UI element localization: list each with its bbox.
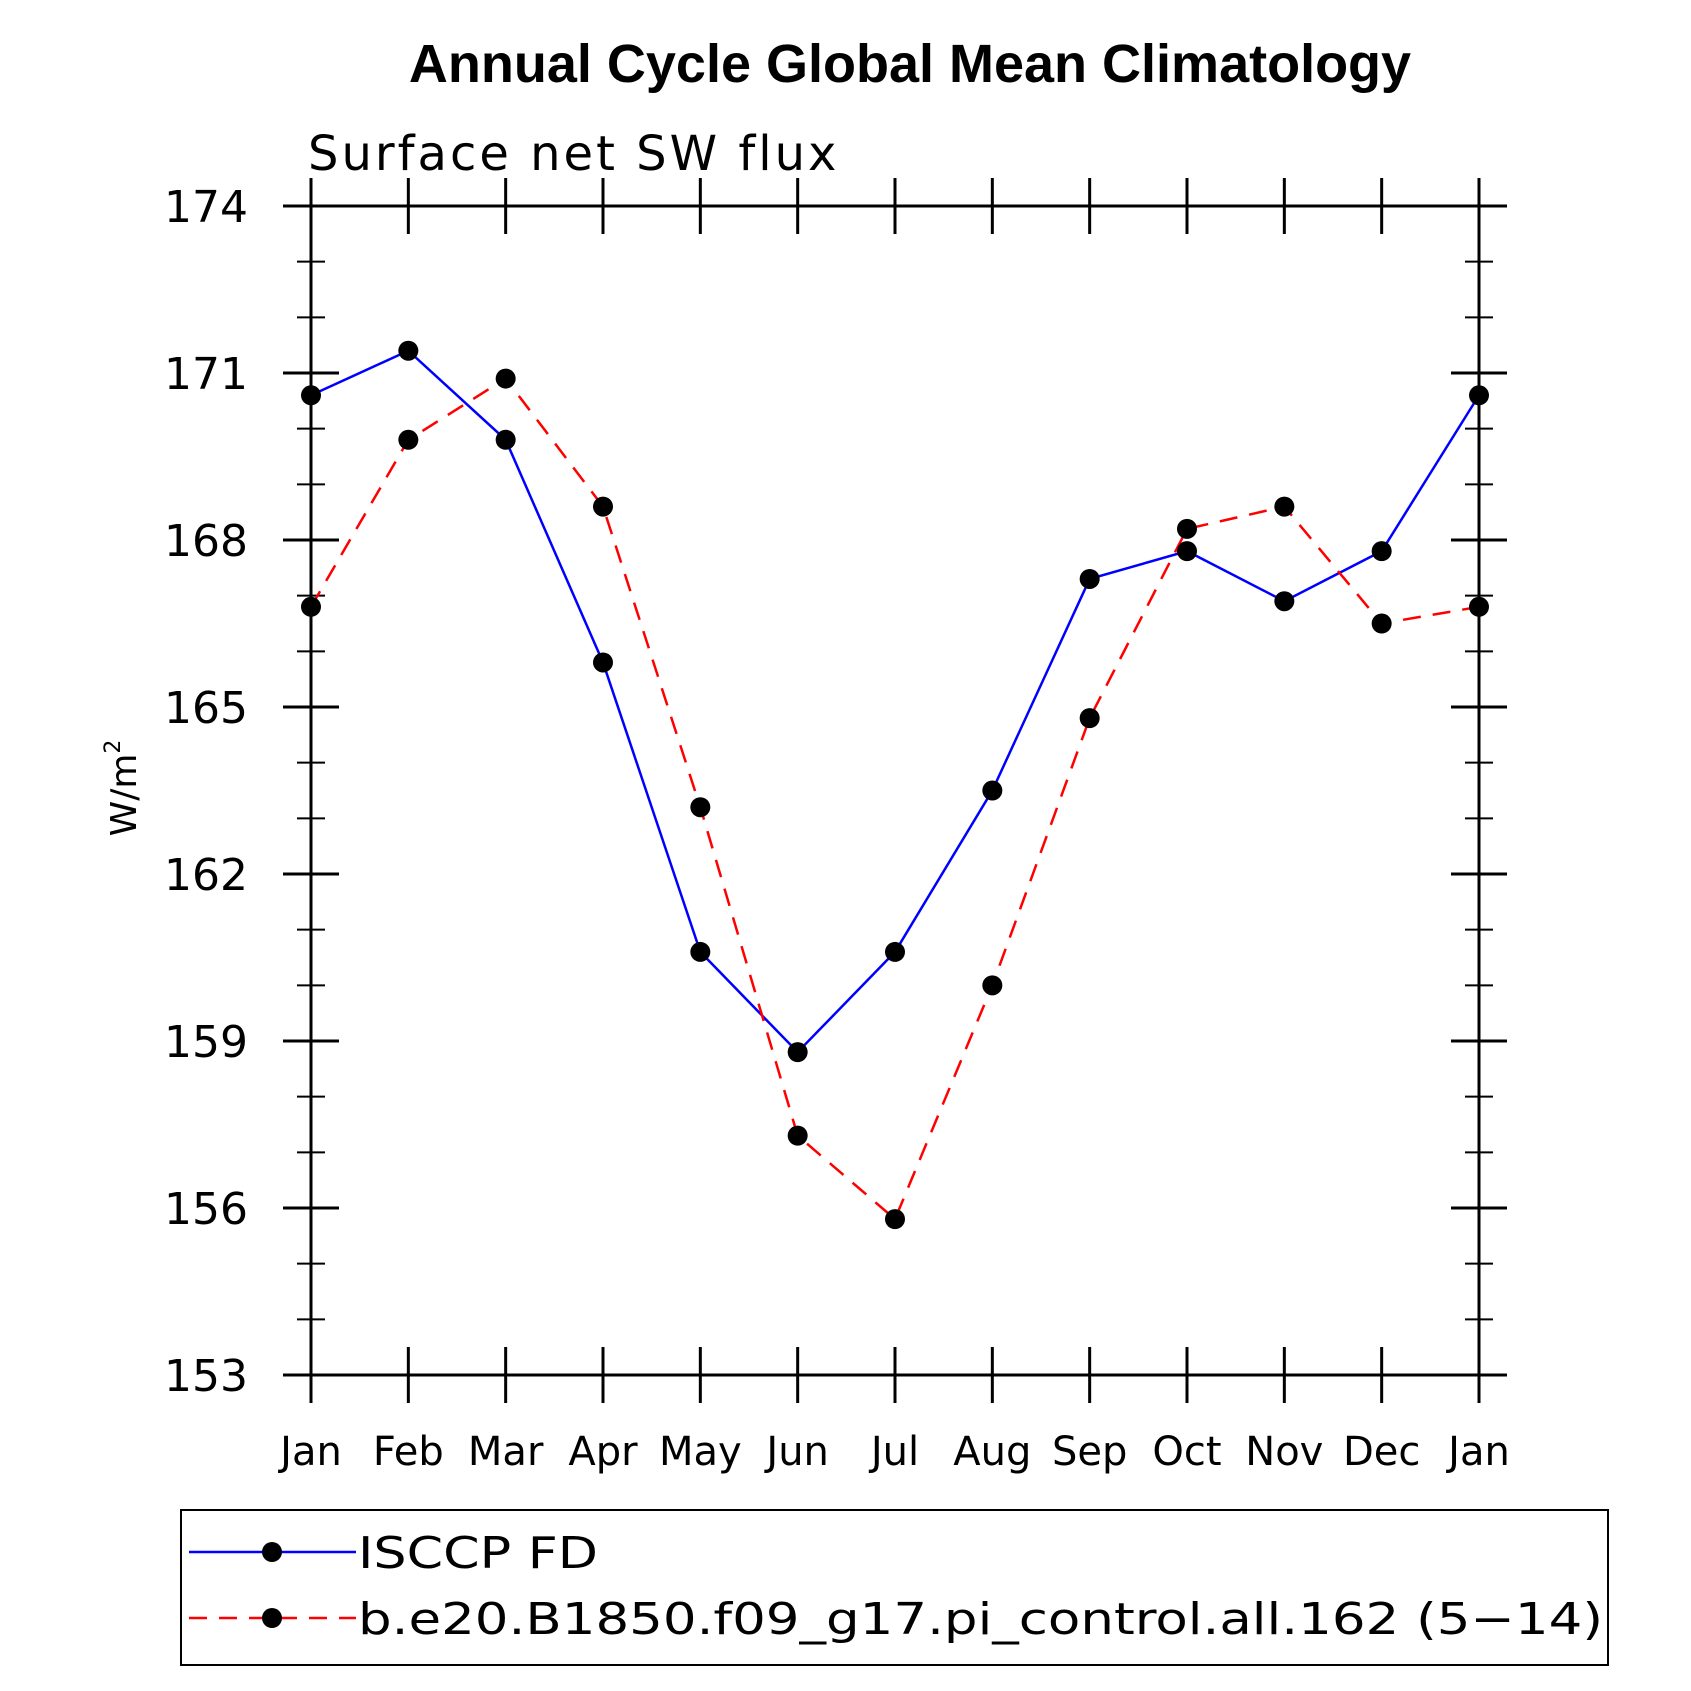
series-1-point <box>982 780 1003 801</box>
series-2-point <box>495 368 516 389</box>
y-tick-label: 159 <box>164 1017 248 1068</box>
axis-ticks <box>283 178 1507 1403</box>
y-tick-label: 162 <box>164 850 248 901</box>
series-1-point <box>1371 541 1392 562</box>
series-2-point <box>301 596 321 617</box>
chart-title: Annual Cycle Global Mean Climatology <box>409 34 1411 94</box>
series-2-point <box>982 975 1003 996</box>
series-1-point <box>1177 541 1197 562</box>
x-tick-label: Mar <box>468 1429 544 1475</box>
legend-box <box>180 1509 1609 1666</box>
x-tick-label: Feb <box>373 1429 444 1475</box>
series-1-point <box>1079 568 1100 589</box>
x-tick-label: Aug <box>953 1429 1031 1475</box>
series-2-point <box>1274 496 1295 517</box>
y-tick-label: 153 <box>164 1351 248 1402</box>
series-2-point <box>787 1125 808 1146</box>
x-tick-label: Apr <box>568 1429 638 1475</box>
x-tick-label: Sep <box>1052 1429 1127 1475</box>
series-1-point <box>593 652 613 673</box>
y-tick-label: 165 <box>164 683 248 734</box>
x-tick-label: Jan <box>1445 1429 1510 1475</box>
series-2-point <box>398 429 419 450</box>
plot-frame <box>309 204 1481 1377</box>
series-1-point <box>1274 591 1295 612</box>
x-tick-label: Oct <box>1152 1429 1221 1475</box>
series-2-point <box>1469 596 1489 617</box>
x-tick-labels: Jan Feb Mar Apr May Jun Jul Aug Sep Oct Nov Dec Jan <box>277 1429 1510 1475</box>
y-tick-labels: 153 156 159 162 165 168 171 174 <box>164 182 248 1402</box>
x-tick-label: Jan <box>277 1429 342 1475</box>
series-line-2 <box>309 376 1480 1222</box>
series-1-point <box>398 340 419 361</box>
series-1-point <box>495 429 516 450</box>
series-1-point <box>301 385 321 406</box>
y-axis-label: W/m2 <box>101 740 145 837</box>
x-tick-label: Dec <box>1343 1429 1420 1475</box>
legend-label-1: ISCCP FD <box>358 1528 598 1579</box>
y-tick-label: 156 <box>164 1184 248 1235</box>
y-tick-label: 171 <box>164 349 248 400</box>
legend-marker-2 <box>262 1608 282 1628</box>
y-tick-label: 168 <box>164 516 248 567</box>
x-tick-label: Jun <box>763 1429 829 1475</box>
svg-text:W/m2: W/m2 <box>101 740 145 837</box>
series-1-point <box>787 1042 808 1063</box>
y-tick-label: 174 <box>164 182 248 233</box>
chart-subtitle: Surface net SW flux <box>308 126 839 182</box>
series-1-point <box>885 941 905 962</box>
series-1-point <box>1469 385 1489 406</box>
legend-marker-1 <box>262 1542 282 1562</box>
series-2-point <box>1079 708 1100 729</box>
x-tick-label: Nov <box>1245 1429 1323 1475</box>
series-layer <box>301 340 1489 1230</box>
series-2-point <box>593 496 613 517</box>
x-tick-label: Jul <box>868 1429 919 1475</box>
series-2-point <box>1177 518 1197 539</box>
series-1-point <box>690 941 711 962</box>
legend: ISCCP FD b.e20.B1850.f09_g17.pi_control.a… <box>180 1509 1609 1666</box>
series-2-point <box>690 797 711 818</box>
series-2-point <box>1371 613 1392 634</box>
legend-label-2: b.e20.B1850.f09_g17.pi_control.all.162 (… <box>358 1594 1603 1645</box>
x-tick-label: May <box>659 1429 742 1475</box>
series-2-point <box>885 1209 905 1230</box>
